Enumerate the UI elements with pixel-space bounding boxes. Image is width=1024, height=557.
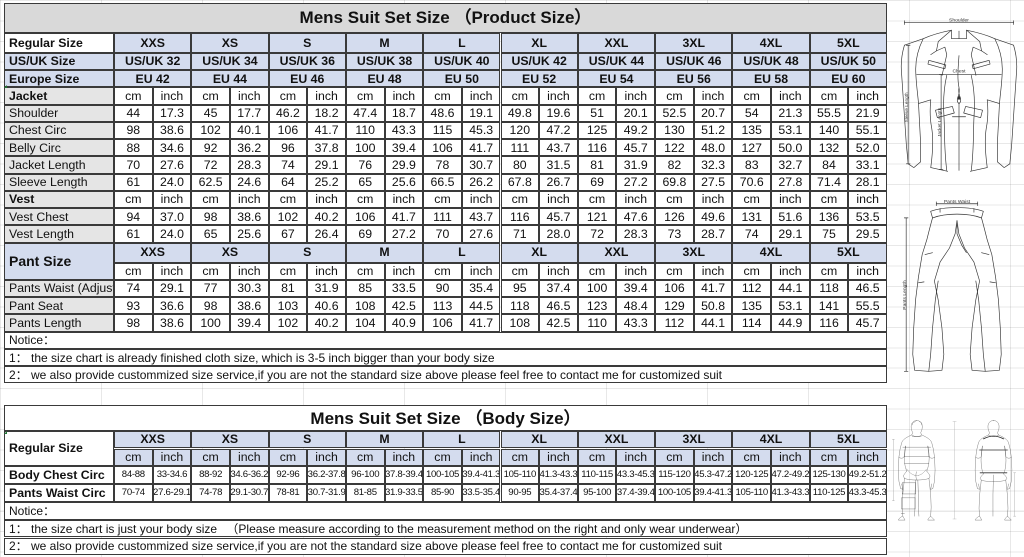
svg-text:Shoulder: Shoulder xyxy=(949,18,969,24)
svg-text:Chest: Chest xyxy=(953,69,967,75)
svg-text:Jacket Length: Jacket Length xyxy=(937,107,942,137)
svg-text:Sleeve Length: Sleeve Length xyxy=(904,92,909,122)
svg-text:Pants Length: Pants Length xyxy=(902,280,908,310)
svg-text:Pants Waist: Pants Waist xyxy=(944,199,971,205)
